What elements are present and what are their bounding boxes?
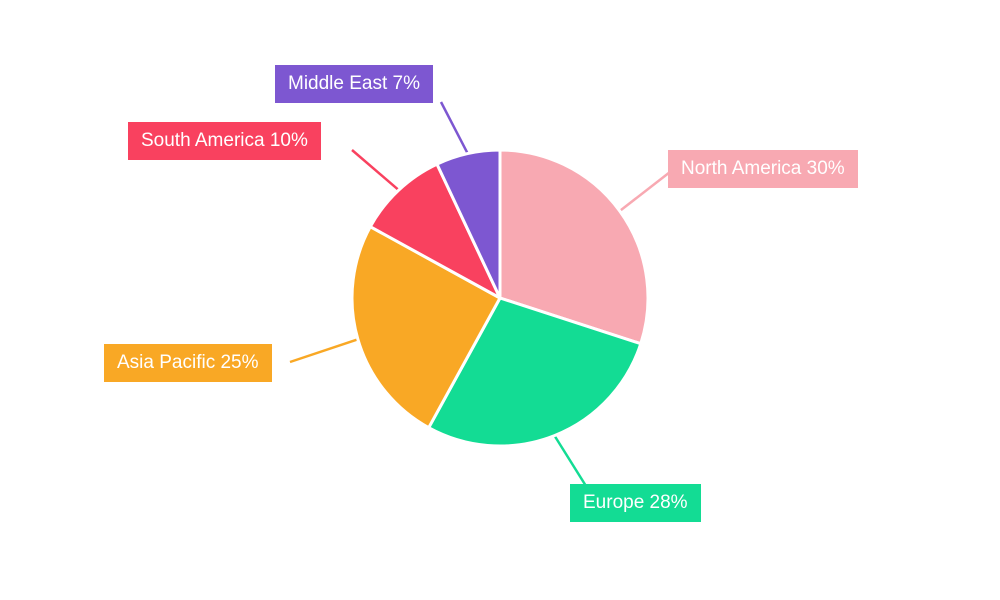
pie-slice-europe <box>427 296 643 448</box>
callout-label-south-america: South America 10% <box>128 122 321 160</box>
callout-label-europe: Europe 28% <box>570 484 701 522</box>
callout-label-north-america: North America 30% <box>668 150 858 188</box>
leader-line-europe <box>553 434 588 487</box>
leader-line-north-america <box>618 171 671 212</box>
pie-slice-south-america <box>368 162 502 300</box>
pie-slice-asia-pacific <box>350 225 502 430</box>
callout-label-asia-pacific: Asia Pacific 25% <box>104 344 272 382</box>
leader-line-south-america <box>351 149 400 192</box>
callout-label-middle-east: Middle East 7% <box>275 65 434 103</box>
pie-slice-north-america <box>498 148 650 346</box>
leader-line-asia-pacific <box>289 338 359 364</box>
pie-slice-middle-east <box>435 148 502 300</box>
leader-line-middle-east <box>439 101 469 155</box>
